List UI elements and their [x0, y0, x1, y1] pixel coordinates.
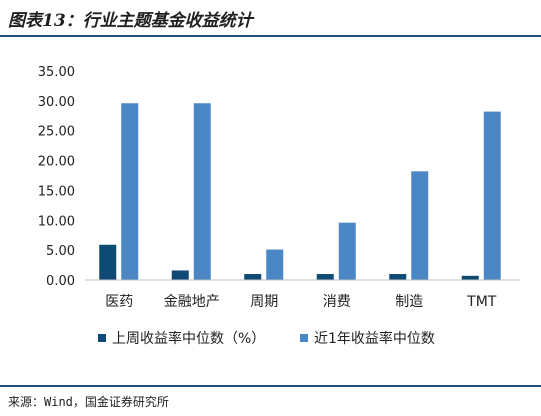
bar-yearly-0 — [121, 103, 139, 280]
source-note: 来源：Wind，国金证券研究所 — [8, 395, 169, 409]
y-tick-label: 0.00 — [46, 274, 75, 289]
title-rule — [0, 35, 541, 37]
bar-yearly-3 — [338, 222, 356, 280]
category-label: 周期 — [250, 294, 278, 310]
bar-weekly-3 — [316, 274, 334, 280]
category-label: 金融地产 — [164, 294, 220, 310]
bar-yearly-1 — [193, 103, 211, 280]
category-label: 消费 — [323, 294, 351, 310]
bar-weekly-0 — [99, 244, 117, 280]
category-label: 医药 — [105, 294, 133, 310]
legend: 上周收益率中位数（%） 近1年收益率中位数 — [98, 330, 435, 347]
bar-weekly-5 — [461, 275, 479, 280]
y-tick-label: 10.00 — [38, 214, 75, 229]
bar-yearly-5 — [483, 111, 501, 280]
legend-label-weekly: 上周收益率中位数（%） — [112, 330, 265, 347]
figure-title: 图表13：行业主题基金收益统计 — [8, 11, 253, 31]
y-tick-label: 35.00 — [38, 65, 75, 80]
y-tick-label: 25.00 — [38, 125, 75, 140]
y-tick-label: 15.00 — [38, 184, 75, 199]
y-axis: 0.00 5.00 10.00 15.00 20.00 25.00 30.00 35.00 — [38, 65, 75, 289]
y-tick-label: 30.00 — [38, 95, 75, 110]
bar-weekly-1 — [171, 270, 189, 280]
legend-swatch-yearly — [300, 334, 308, 342]
bars-group — [99, 103, 501, 280]
bar-weekly-2 — [244, 274, 262, 280]
category-label: TMT — [466, 294, 497, 310]
source-rule — [0, 385, 541, 387]
category-labels: 医药 金融地产 周期 消费 制造 TMT — [105, 294, 497, 310]
bar-weekly-4 — [389, 274, 407, 280]
y-tick-label: 5.00 — [46, 244, 75, 259]
legend-swatch-weekly — [98, 334, 106, 342]
category-label: 制造 — [395, 294, 423, 310]
bar-yearly-4 — [411, 171, 429, 280]
bar-yearly-2 — [266, 249, 284, 280]
legend-label-yearly: 近1年收益率中位数 — [314, 330, 435, 347]
y-tick-label: 20.00 — [38, 155, 75, 170]
